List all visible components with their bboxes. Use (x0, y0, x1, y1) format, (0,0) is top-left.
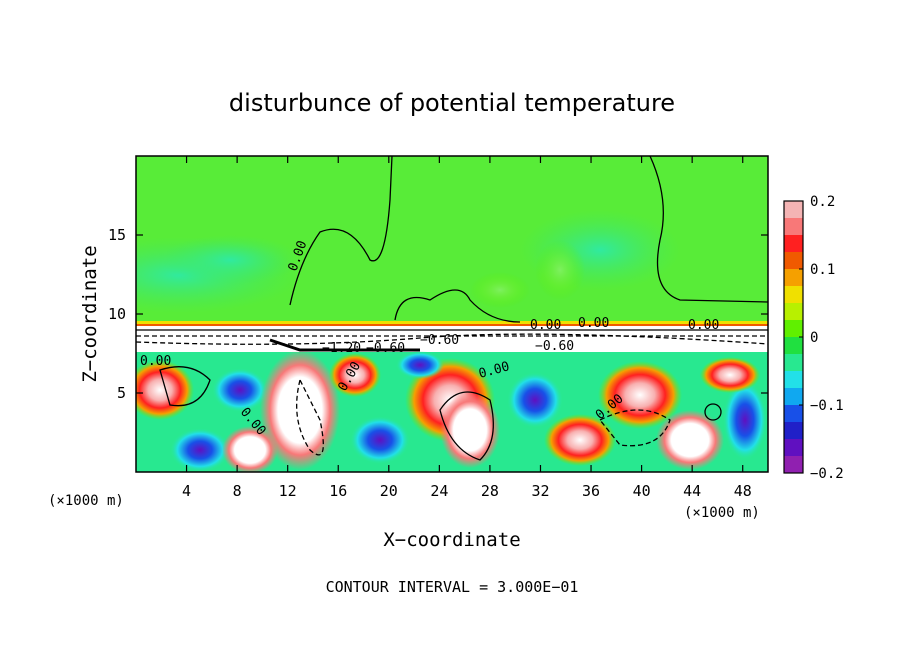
contour-interval-note: CONTOUR INTERVAL = 3.000E−01 (326, 578, 579, 596)
x-tick-label: 40 (633, 482, 651, 500)
colorbar-swatch (784, 303, 803, 321)
x-axis-ticks: 4 8 12 16 20 24 28 32 36 40 44 48 (182, 156, 752, 500)
colorbar-tick-label: −0.2 (810, 466, 844, 482)
contour-label: 0.00 (530, 318, 561, 333)
colorbar-swatch (784, 371, 803, 389)
colorbar-tick-label: −0.1 (810, 398, 844, 414)
x-tick-label: 48 (734, 482, 752, 500)
colorbar-swatch (784, 269, 803, 287)
colorbar-swatch (784, 320, 803, 338)
x-tick-label: 24 (430, 482, 448, 500)
colorbar: 0.2 0.1 0 −0.1 −0.2 (784, 194, 844, 482)
inversion-orange-line (136, 324, 768, 326)
contour-label: 0.00 (578, 316, 609, 331)
chart-title: disturbunce of potential temperature (229, 89, 675, 117)
colorbar-swatch (784, 354, 803, 372)
x-tick-label: 36 (582, 482, 600, 500)
contour-label: 0.00 (140, 354, 171, 369)
colorbar-frame (783, 200, 804, 474)
contour-lines (136, 156, 768, 461)
contour-label: −1.20 (322, 341, 361, 356)
x-tick-label: 8 (233, 482, 242, 500)
y-tick-label: 5 (117, 384, 126, 402)
y-tick-label: 10 (108, 305, 126, 323)
y-axis-label: Z−coordinate (79, 245, 101, 382)
inversion-yellow-line (136, 321, 768, 325)
x-tick-label: 20 (380, 482, 398, 500)
x-tick-label: 16 (329, 482, 347, 500)
colorbar-swatch (784, 337, 803, 355)
colorbar-tick-label: 0.2 (810, 194, 835, 210)
contour-label: 0.00 (688, 318, 719, 333)
colorbar-swatch (784, 422, 803, 440)
colorbar-swatch (784, 439, 803, 457)
y-axis-ticks: 5 10 15 (108, 226, 768, 402)
colorbar-tick-label: 0 (810, 330, 818, 346)
colorbar-tick-label: 0.1 (810, 262, 835, 278)
x-unit-label-left: (×1000 m) (48, 493, 124, 509)
colorbar-swatch (784, 252, 803, 270)
colorbar-swatch (784, 235, 803, 253)
plot-area: 0.00 0.00 0.00 0.00 0.00 0.00 0.00 −1.20… (136, 156, 768, 472)
colorbar-swatch (784, 201, 803, 219)
x-tick-label: 44 (683, 482, 701, 500)
upper-light-patch (470, 272, 530, 308)
colorbar-swatch (784, 218, 803, 236)
colorbar-swatch (784, 388, 803, 406)
x-tick-label: 28 (481, 482, 499, 500)
upper-light-patch (535, 240, 585, 300)
x-tick-label: 32 (531, 482, 549, 500)
upper-teal-patch (160, 235, 300, 285)
colorbar-swatch (784, 456, 803, 474)
contour-label: −0.60 (535, 339, 574, 354)
x-unit-label-right: (×1000 m) (684, 505, 760, 521)
contour-label: −0.60 (366, 341, 405, 356)
x-axis-label: X−coordinate (383, 529, 520, 551)
x-tick-label: 12 (279, 482, 297, 500)
contour-label: −0.60 (420, 333, 459, 348)
colorbar-swatch (784, 286, 803, 304)
y-tick-label: 15 (108, 226, 126, 244)
x-tick-label: 4 (182, 482, 191, 500)
inversion-band (136, 326, 768, 354)
colorbar-swatch (784, 405, 803, 423)
